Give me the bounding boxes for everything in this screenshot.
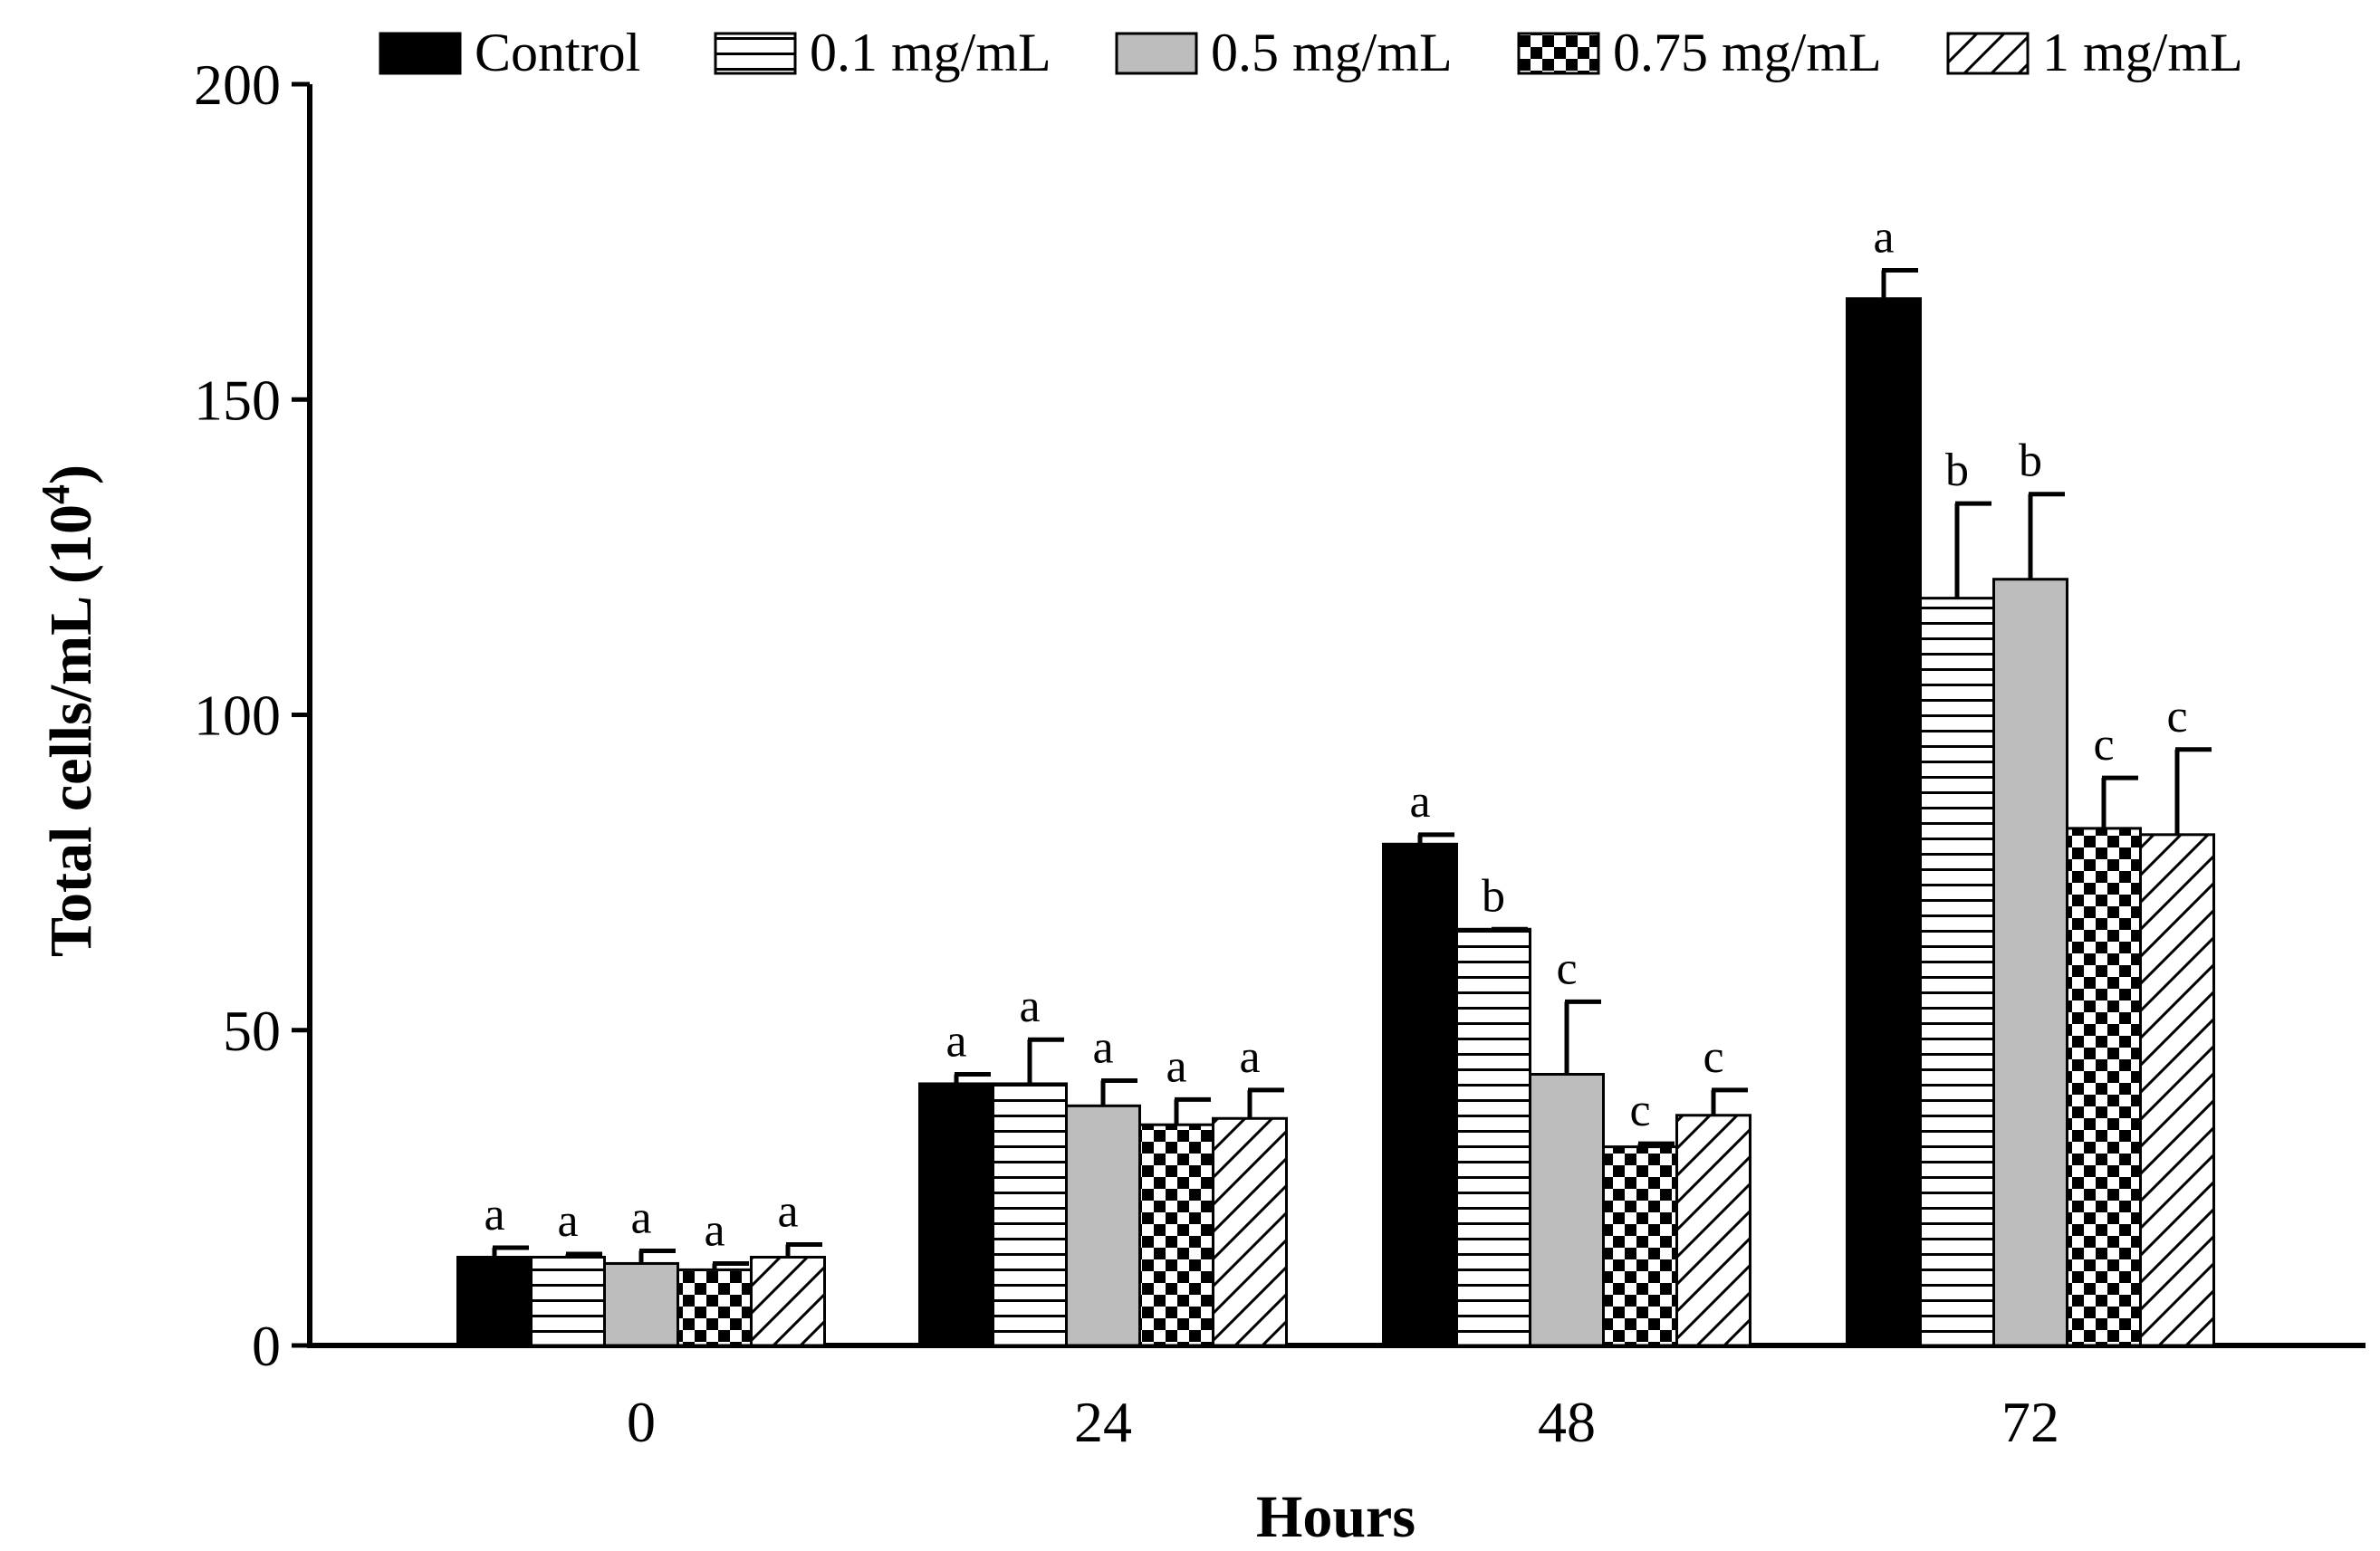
- bar: [1065, 1104, 1141, 1347]
- legend: Control 0.1 mg/mL 0.5 mg/mL 0.75 mg/mL 1 mg/…: [379, 23, 2243, 82]
- legend-label: 1 mg/mL: [2042, 23, 2243, 82]
- y-tick-label: 100: [194, 684, 281, 748]
- legend-label: 0.5 mg/mL: [1211, 23, 1453, 82]
- bar: [603, 1261, 679, 1347]
- legend-label: Control: [475, 23, 640, 82]
- legend-item: Control: [379, 23, 640, 82]
- significance-label: c: [1703, 1031, 1723, 1083]
- bar: [992, 1082, 1068, 1347]
- bar: [1382, 842, 1458, 1347]
- bar-group: a a a a a: [918, 981, 1288, 1347]
- significance-label: a: [1409, 776, 1430, 828]
- significance-label: b: [1482, 870, 1505, 922]
- y-ticks: 0 50 100 150 200: [194, 53, 310, 1378]
- legend-swatch: [1115, 32, 1198, 75]
- bar: [530, 1255, 606, 1347]
- legend-item: 1 mg/mL: [1946, 23, 2243, 82]
- significance-label: a: [557, 1195, 578, 1247]
- x-tick-label: 0: [627, 1390, 656, 1454]
- x-tick-label: 48: [1538, 1390, 1596, 1454]
- x-ticks: 0 24 48 72: [627, 1390, 2059, 1454]
- legend-swatch: [1946, 32, 2030, 75]
- bar: [918, 1082, 994, 1347]
- y-axis-title-exponent: 4: [34, 484, 78, 504]
- significance-label: b: [1945, 445, 1969, 496]
- y-axis-title: Total cells/mL (104): [34, 464, 105, 957]
- x-tick-label: 72: [2001, 1390, 2059, 1454]
- legend-item: 0.75 mg/mL: [1517, 23, 1882, 82]
- significance-label: a: [1019, 981, 1040, 1032]
- x-axis-title: Hours: [1256, 1484, 1416, 1550]
- significance-label: a: [777, 1186, 798, 1238]
- significance-label: a: [1873, 211, 1894, 263]
- significance-label: a: [484, 1189, 504, 1240]
- x-tick-label: 24: [1074, 1390, 1132, 1454]
- y-tick-label: 50: [223, 999, 281, 1063]
- bar: [1846, 297, 1922, 1347]
- significance-label: a: [1092, 1021, 1113, 1073]
- significance-label: c: [2093, 719, 2114, 771]
- significance-label: c: [2166, 691, 2187, 742]
- bar: [677, 1268, 753, 1347]
- legend-item: 0.5 mg/mL: [1115, 23, 1453, 82]
- legend-label: 0.75 mg/mL: [1613, 23, 1882, 82]
- significance-label: a: [945, 1016, 966, 1068]
- bar: [1919, 597, 1995, 1347]
- y-tick-label: 150: [194, 368, 281, 432]
- bar: [1602, 1145, 1678, 1347]
- y-tick-label: 0: [252, 1314, 281, 1378]
- bar: [2066, 827, 2142, 1347]
- significance-label: c: [1556, 943, 1577, 994]
- bar: [750, 1255, 826, 1347]
- y-axis-title-end: ): [38, 464, 104, 484]
- significance-label: a: [1239, 1031, 1260, 1083]
- bar: [2139, 833, 2215, 1347]
- legend-swatch: [714, 32, 797, 75]
- significance-label: a: [704, 1204, 725, 1256]
- bar: [1212, 1116, 1288, 1347]
- bar: [1992, 578, 2068, 1347]
- bar: [456, 1255, 533, 1347]
- significance-label: a: [1166, 1040, 1186, 1092]
- bar: [1138, 1123, 1214, 1347]
- y-axis-title-main: Total cells/mL (10: [38, 504, 104, 957]
- bar: [1529, 1073, 1605, 1347]
- bar: [1675, 1114, 1751, 1347]
- legend-swatch: [1517, 32, 1600, 75]
- significance-label: c: [1629, 1085, 1650, 1136]
- bar-group: a b b c c: [1846, 211, 2215, 1347]
- legend-swatch: [379, 32, 462, 75]
- significance-label: b: [2019, 436, 2042, 487]
- y-tick-label: 200: [194, 53, 281, 117]
- legend-item: 0.1 mg/mL: [714, 23, 1051, 82]
- bar: [1455, 927, 1531, 1347]
- legend-label: 0.1 mg/mL: [810, 23, 1051, 82]
- significance-label: a: [630, 1192, 651, 1244]
